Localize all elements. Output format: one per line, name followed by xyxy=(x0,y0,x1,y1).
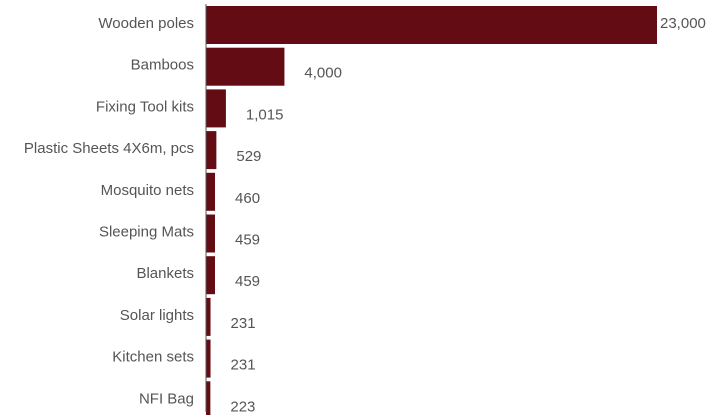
category-label: NFI Bag xyxy=(139,390,194,407)
value-label: 231 xyxy=(231,357,256,374)
category-label: Solar lights xyxy=(120,307,194,324)
value-label: 231 xyxy=(231,315,256,332)
bar-bamboos xyxy=(206,47,285,86)
bar-sleeping-mats xyxy=(206,214,216,253)
category-labels-group: Wooden poles Bamboos Fixing Tool kits Plast… xyxy=(24,15,194,407)
value-label: 459 xyxy=(235,273,260,290)
value-label: 460 xyxy=(235,190,260,207)
bar-nfi-bag xyxy=(206,381,211,415)
bar-kitchen-sets xyxy=(206,339,211,378)
value-label: 459 xyxy=(235,231,260,248)
category-label: Sleeping Mats xyxy=(99,223,194,240)
bar-fixing-tool-kits xyxy=(206,89,226,128)
bar-blankets xyxy=(206,256,216,295)
category-label: Mosquito nets xyxy=(101,182,194,199)
bar-plastic-sheets-4x6m-pcs xyxy=(206,131,217,170)
category-label: Plastic Sheets 4X6m, pcs xyxy=(24,140,194,157)
category-label: Kitchen sets xyxy=(112,349,194,366)
category-label: Blankets xyxy=(136,265,194,282)
value-label: 223 xyxy=(230,398,255,415)
value-label: 23,000 xyxy=(660,15,706,32)
bar-wooden-poles xyxy=(206,6,657,44)
bar-solar-lights xyxy=(206,297,211,336)
value-label: 529 xyxy=(236,148,261,165)
value-label: 1,015 xyxy=(246,106,284,123)
category-label: Bamboos xyxy=(131,57,194,74)
category-label: Fixing Tool kits xyxy=(96,98,194,115)
bars-group xyxy=(206,6,657,415)
value-label: 4,000 xyxy=(304,65,342,82)
bar-mosquito-nets xyxy=(206,172,216,211)
value-labels-group: 23,000 4,000 1,015 529 460 459 459 231 231 223 xyxy=(230,15,706,415)
category-label: Wooden poles xyxy=(98,15,194,32)
